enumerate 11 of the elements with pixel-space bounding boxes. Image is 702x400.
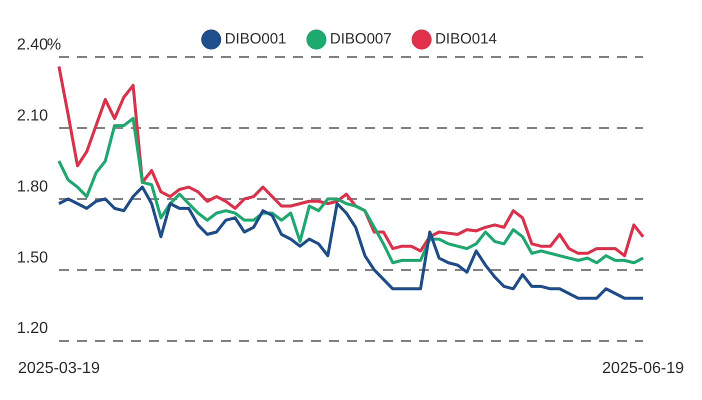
legend-label: DIBO001 bbox=[224, 30, 286, 48]
y-tick-label: 2.40 bbox=[16, 36, 48, 54]
y-tick-label: 1.50 bbox=[16, 249, 48, 266]
x-tick-label: 2025-03-19 bbox=[18, 360, 100, 377]
legend-label: DIBO007 bbox=[330, 30, 392, 48]
y-tick-label: 1.20 bbox=[16, 320, 48, 338]
x-tick-label: 2025-06-19 bbox=[602, 360, 684, 377]
y-tick-label: 1.80 bbox=[16, 178, 48, 196]
y-axis-title: % bbox=[46, 36, 62, 54]
y-tick-label: 2.10 bbox=[16, 107, 48, 124]
legend-label: DIBO014 bbox=[435, 30, 497, 48]
